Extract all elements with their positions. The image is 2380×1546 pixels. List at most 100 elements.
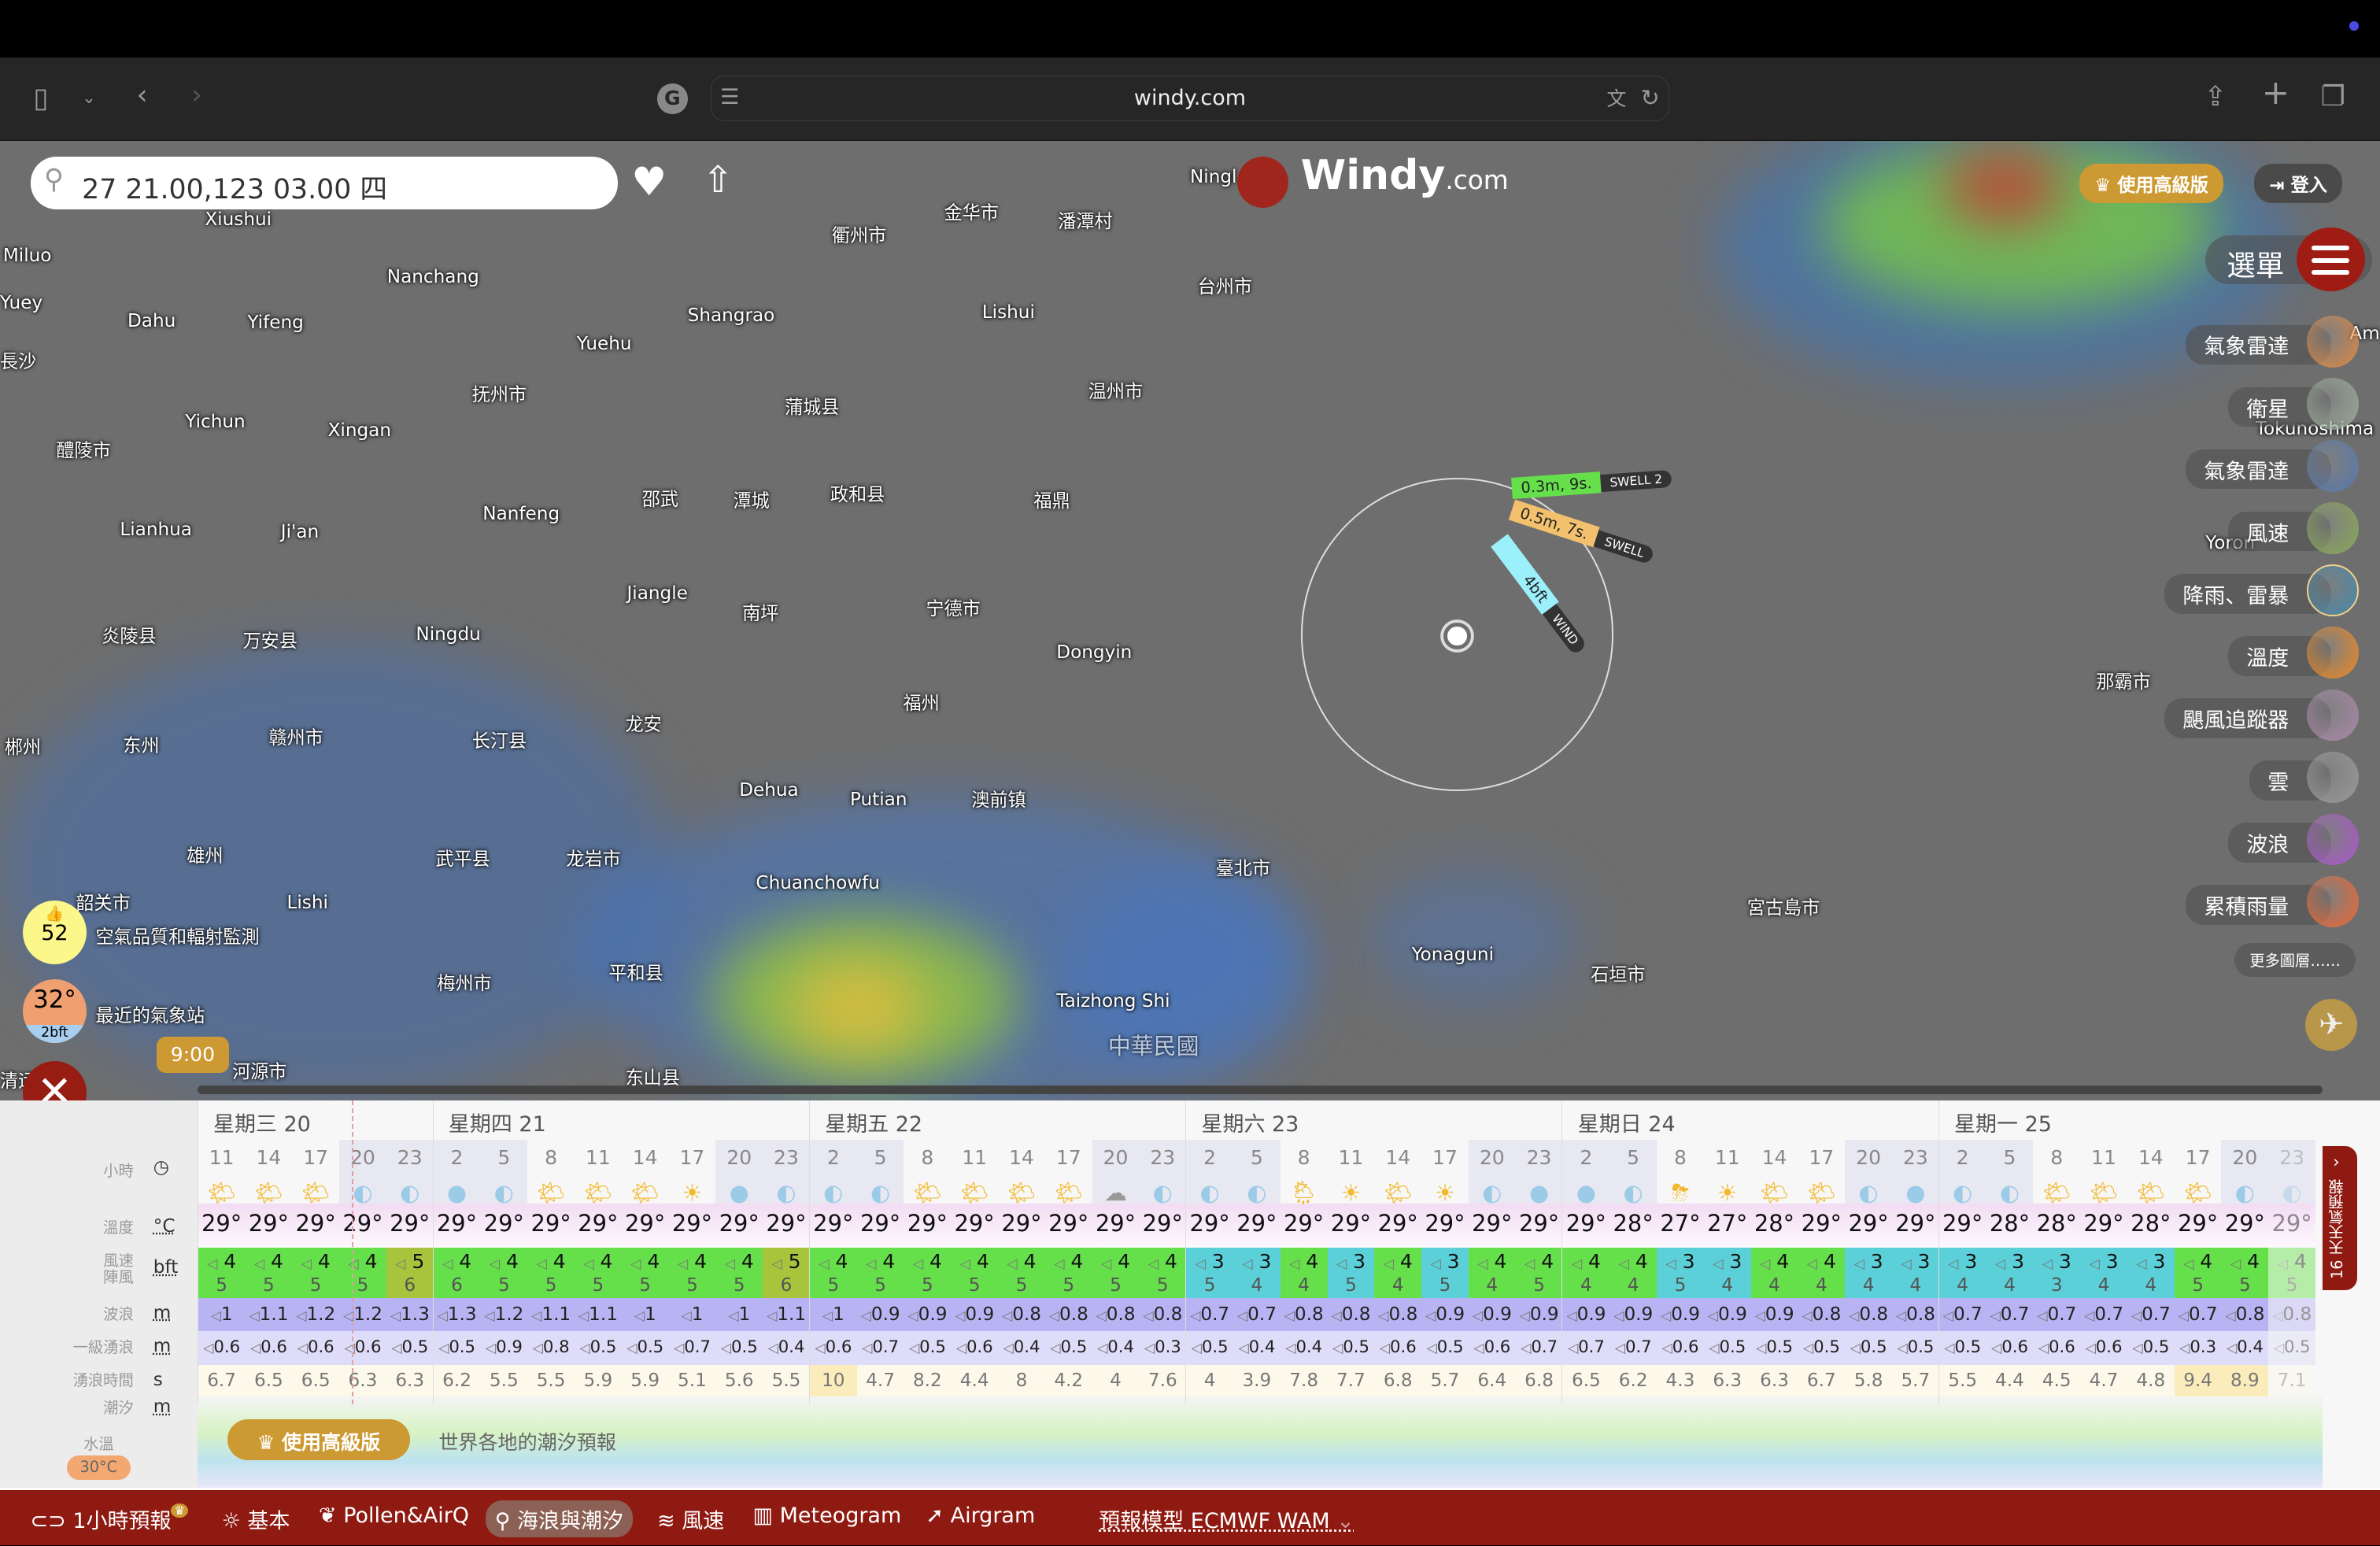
gust-value: 4: [1627, 1275, 1639, 1296]
time-bubble[interactable]: 9:00: [156, 1037, 230, 1074]
wind-direction-icon: ◁: [1713, 1256, 1724, 1273]
station-label[interactable]: 最近的氣象站: [95, 1005, 205, 1026]
swell-direction-icon: ◁: [438, 1341, 449, 1357]
share-upload-icon[interactable]: ⇧: [702, 157, 734, 201]
layer-label: 累積雨量: [2186, 885, 2332, 925]
more-layers-button[interactable]: 更多圖層……: [2234, 942, 2356, 978]
sidebar-toggle-icon[interactable]: ▯: [33, 83, 49, 115]
swell-cell: ◁0.6: [2033, 1331, 2081, 1365]
layer-item[interactable]: 累積雨量: [2137, 875, 2364, 928]
forecast-day[interactable]: 星期四 21 2 ● 29° ◁ 4 6 ◁1.3 ◁0.5 6.2 5 ◐ 29° ◁ 4 5 ◁1.2 ◁…: [432, 1100, 810, 1404]
forecast-day[interactable]: 星期日 24 2 ● 29° ◁ 4 4 ◁0.9 ◁0.7 6.5 5 ◐ 28° ◁ 4 4 ◁0.9 ◁…: [1561, 1100, 1939, 1404]
chevron-down-icon[interactable]: ⌄: [82, 88, 96, 109]
temp-bg: [1657, 1204, 1704, 1248]
favorite-heart-icon[interactable]: ♥: [631, 157, 667, 205]
layer-item[interactable]: 颶風追蹤器: [2137, 689, 2364, 742]
premium-button[interactable]: ♛ 使用高級版: [2079, 164, 2224, 203]
label-period: 湧浪時間: [72, 1371, 134, 1390]
search-input[interactable]: ⚲ 27 21.00,123 03.00 四: [30, 156, 618, 210]
reload-icon[interactable]: ↻: [1640, 84, 1660, 112]
forecast-day[interactable]: 星期三 20 11 🌤 29° ◁ 4 5 ◁1 ◁0.6 6.7 14 🌤 29° ◁ 4 5 ◁1.1 ◁…: [197, 1100, 434, 1404]
location-picker-circle[interactable]: [1300, 478, 1614, 791]
airplane-icon[interactable]: ✈: [2305, 998, 2358, 1051]
layer-item[interactable]: 衛星: [2137, 378, 2364, 430]
wave-cell: ◁0.7: [1186, 1297, 1233, 1332]
air-quality-button[interactable]: 👍 52: [22, 900, 87, 964]
nav-wind[interactable]: ≋ 風速: [648, 1500, 733, 1537]
grammarly-icon[interactable]: G: [657, 83, 688, 114]
layer-item[interactable]: 降雨、雷暴: [2137, 564, 2364, 616]
layer-item[interactable]: 雲: [2137, 751, 2364, 804]
hamburger-menu-icon[interactable]: [2296, 227, 2365, 292]
tabs-overview-icon[interactable]: ❐: [2320, 81, 2345, 113]
forecast-day[interactable]: 星期六 23 2 ◐ 29° ◁ 3 5 ◁0.7 ◁0.5 4 5 ◐ 29° ◁ 3 4 ◁0.7 ◁0.…: [1185, 1100, 1563, 1404]
swell-value: 0.4: [778, 1337, 805, 1358]
wind-direction-icon: ◁: [1524, 1256, 1536, 1273]
share-icon[interactable]: ⇪: [2204, 81, 2227, 113]
nav-pollen-airq[interactable]: ❦ Pollen&AirQ: [309, 1500, 478, 1531]
swell-direction-icon: ◁: [1332, 1341, 1343, 1357]
period-cell: 5.9: [574, 1364, 622, 1397]
period-cell: 6.2: [1609, 1364, 1658, 1397]
wave-direction-icon: ◁: [296, 1307, 307, 1324]
layer-item[interactable]: 氣象雷達: [2137, 316, 2364, 368]
nav-meteogram[interactable]: ▥ Meteogram: [744, 1500, 911, 1531]
new-tab-icon[interactable]: +: [2261, 74, 2290, 113]
back-icon[interactable]: ‹: [136, 80, 148, 112]
swell-value: 0.4: [1107, 1337, 1135, 1358]
temp-bg: [1186, 1204, 1233, 1248]
water-temp-badge: 30°C: [66, 1455, 131, 1481]
layer-item[interactable]: 氣象雷達: [2137, 440, 2364, 492]
temp-unit[interactable]: °C: [153, 1215, 176, 1237]
swell-unit[interactable]: m: [153, 1336, 172, 1357]
wave-direction-icon: ◁: [1990, 1307, 2001, 1324]
hour-cell: 2: [1203, 1146, 1217, 1170]
tide-premium-button[interactable]: ♛ 使用高級版: [227, 1419, 410, 1461]
nav-1h-forecast[interactable]: ⊂⊃ 1小時預報 ♛: [21, 1500, 198, 1537]
weather-map[interactable]: Yuey Xiushui Miluo Nanchang Dahu Yifeng 長沙 Shan…: [0, 141, 2380, 1101]
layer-item[interactable]: 溫度: [2137, 627, 2364, 679]
nav-waves-tides[interactable]: ⚲ 海浪與潮汐: [486, 1500, 633, 1538]
timeline-scrubber[interactable]: [197, 1085, 2323, 1095]
wave-direction-icon: ◁: [1284, 1307, 1295, 1324]
night-shade: [433, 1140, 481, 1211]
aqi-label[interactable]: 空氣品質和輻射監測: [95, 926, 260, 948]
map-place-label: 長沙: [0, 351, 37, 372]
map-place-label: 澳前镇: [971, 790, 1026, 812]
wind-value: 3: [2153, 1250, 2166, 1274]
map-place-label: 福州: [903, 693, 940, 714]
swell-direction-icon: ◁: [815, 1341, 826, 1357]
swell-cell: ◁0.8: [527, 1331, 575, 1365]
layer-item[interactable]: 風速: [2137, 502, 2364, 554]
picker-center[interactable]: [1443, 622, 1471, 650]
address-bar[interactable]: ☰ windy.com 文 ↻: [710, 76, 1670, 122]
wave-direction-icon: ◁: [1942, 1307, 1953, 1324]
wind-unit[interactable]: bft: [153, 1256, 179, 1278]
nav-basic[interactable]: ☼ 基本: [213, 1500, 299, 1537]
forward-icon[interactable]: ›: [190, 80, 202, 112]
nav-airgram[interactable]: ➚ Airgram: [917, 1500, 1044, 1531]
tide-unit[interactable]: m: [153, 1396, 172, 1418]
swell-value: 0.6: [261, 1337, 287, 1358]
wave-value: 0.8: [1153, 1304, 1183, 1325]
wave-direction-icon: ◁: [681, 1307, 692, 1324]
login-button[interactable]: ⇥ 登入: [2253, 164, 2343, 203]
wind-value: 4: [2293, 1250, 2307, 1274]
weather-station-button[interactable]: 32° 2bft: [22, 978, 87, 1043]
waves-unit[interactable]: m: [153, 1302, 172, 1323]
wind-value: 4: [224, 1250, 237, 1274]
forecast-model-select[interactable]: 預報模型 ECMWF WAM ⌄: [1090, 1500, 1364, 1537]
period-cell: 9.4: [2174, 1364, 2222, 1397]
forecast-table[interactable]: 星期三 20 11 🌤 29° ◁ 4 5 ◁1 ◁0.6 6.7 14 🌤 29° ◁ 4 5 ◁1.1 ◁…: [197, 1100, 2323, 1488]
layer-item[interactable]: 波浪: [2137, 813, 2364, 866]
16-day-forecast-tab[interactable]: › 16 天天氣預報: [2322, 1146, 2358, 1291]
temp-cell: 29°: [1377, 1210, 1418, 1237]
wave-value: 0.9: [1576, 1304, 1606, 1325]
page-menu-icon[interactable]: ☰: [720, 85, 740, 110]
forecast-day[interactable]: 星期一 25 2 ◐ 29° ◁ 3 4 ◁0.7 ◁0.5 5.5 5 ◐ 28° ◁ 3 4 ◁0.7 ◁…: [1938, 1100, 2316, 1404]
night-shade: [1186, 1140, 1233, 1211]
translate-icon[interactable]: 文: [1606, 87, 1627, 111]
forecast-day[interactable]: 星期五 22 2 ◐ 29° ◁ 4 5 ◁1 ◁0.6 10 5 ◐ 29° ◁ 4 5 ◁0.9 ◁0.7…: [808, 1100, 1187, 1404]
